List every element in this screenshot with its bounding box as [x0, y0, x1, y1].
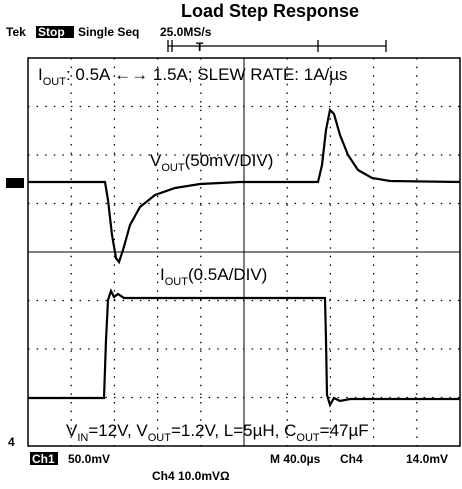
title: Load Step Response	[181, 1, 359, 21]
ch1: Ch1	[32, 452, 55, 466]
trigger-pos: T	[196, 40, 204, 54]
ch1-marker	[6, 178, 24, 188]
state: Stop	[38, 25, 65, 39]
state-box	[36, 26, 74, 38]
conditions: VIN=12V, VOUT=1.2V, L=5µH, COUT=47µF	[66, 421, 369, 444]
ch1-scale: 50.0mV	[68, 452, 110, 466]
trigger-bar	[167, 40, 387, 52]
trig-level: 14.0mV	[406, 452, 448, 466]
ch4-scale: Ch4 10.0mVΩ	[152, 469, 230, 483]
vout-trace	[28, 107, 461, 265]
iout-range: IOUT: 0.5A ←→ 1.5A; SLEW RATE: 1A/µs	[38, 65, 348, 88]
mode: Single Seq	[78, 25, 139, 39]
iout-trace	[28, 288, 460, 408]
vout-label: VOUT(50mV/DIV)	[150, 151, 273, 174]
timebase: M 40.0µs	[270, 452, 321, 466]
ch4-marker: 4	[8, 435, 15, 449]
brand: Tek	[6, 25, 26, 39]
graticule	[28, 58, 460, 446]
iout-label: IOUT(0.5A/DIV)	[160, 265, 267, 288]
rate: 25.0MS/s	[160, 25, 212, 39]
trig-src: Ch4	[340, 452, 363, 466]
ch1-box	[30, 452, 58, 465]
